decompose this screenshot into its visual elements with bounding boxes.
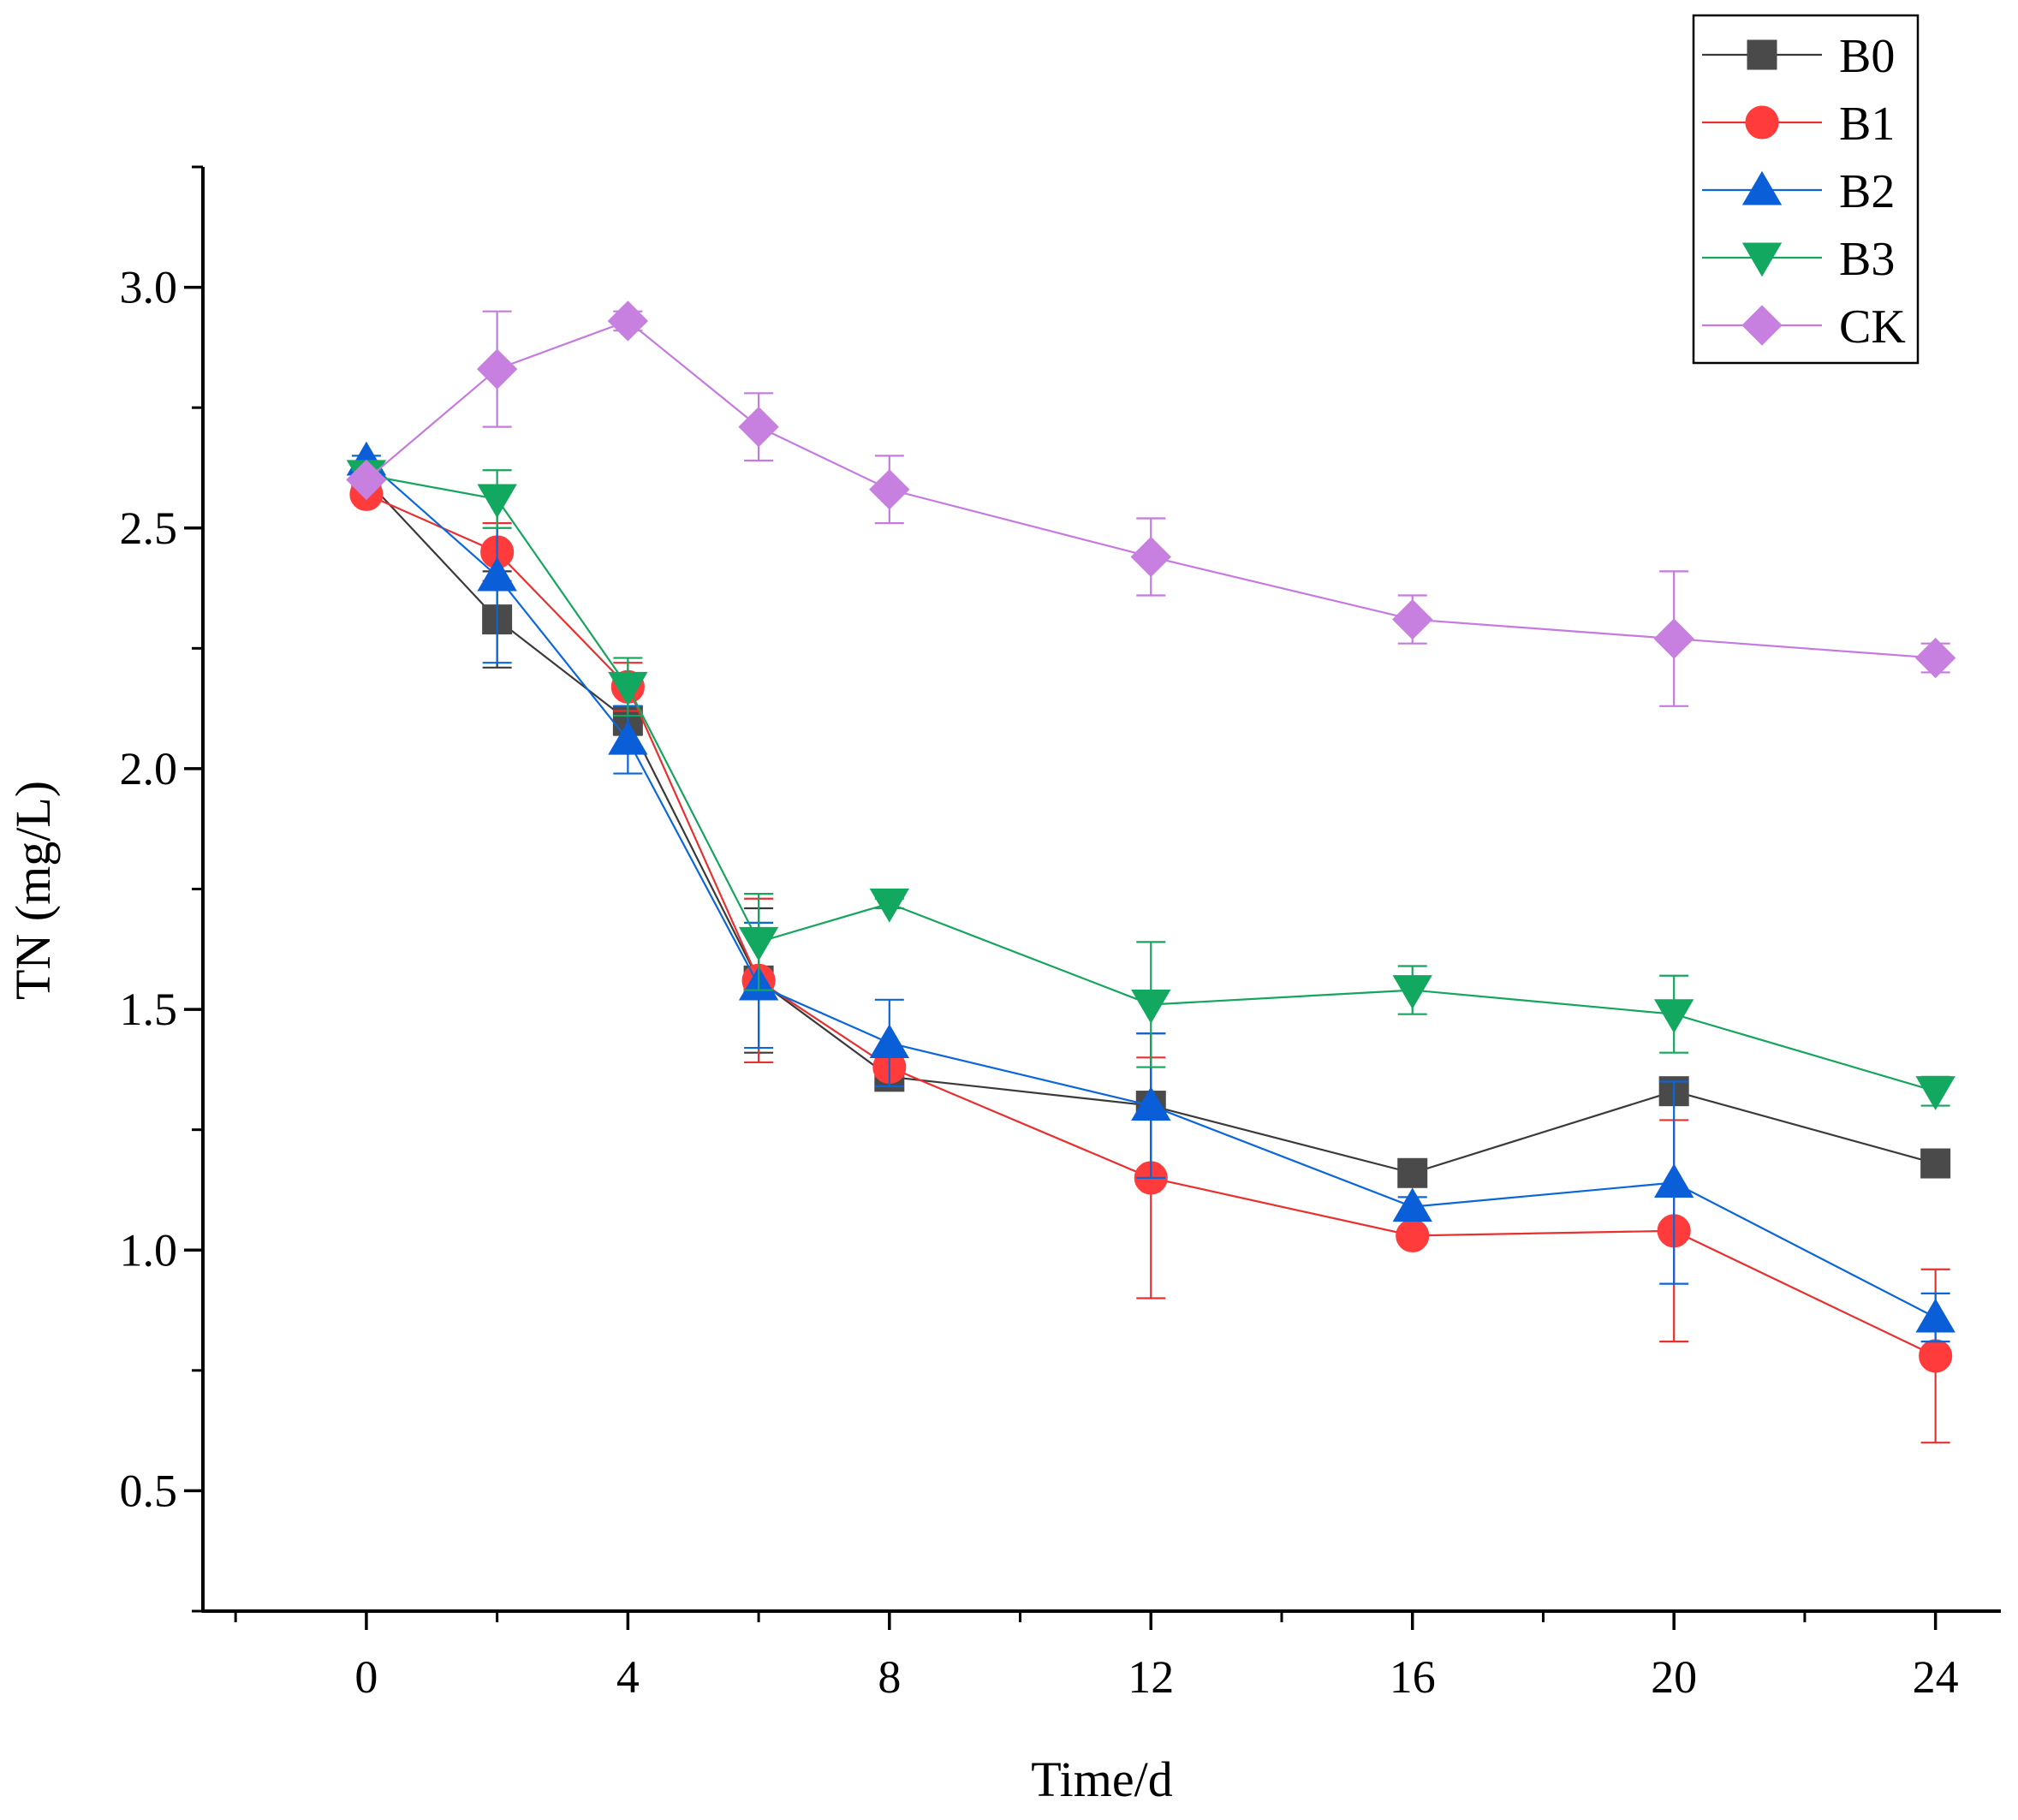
data-point [1131, 989, 1171, 1024]
legend-label: B3 [1839, 233, 1895, 286]
data-point [738, 926, 779, 961]
y-tick-label: 1.5 [120, 984, 178, 1035]
y-axis-title: TN (mg/L) [5, 781, 61, 1000]
x-tick-label: 24 [1913, 1651, 1959, 1703]
x-tick-label: 4 [616, 1651, 640, 1703]
legend-item-b1: B1 [1702, 98, 1895, 151]
legend-marker [1741, 242, 1783, 277]
x-axis-title: Time/d [1031, 1752, 1172, 1807]
legend-marker [1745, 105, 1779, 140]
legend-item-ck: CK [1702, 300, 1906, 354]
y-tick-label: 2.0 [120, 743, 178, 794]
legend-marker [1741, 305, 1783, 346]
data-point [1653, 999, 1694, 1033]
legend-item-b3: B3 [1702, 233, 1895, 286]
y-tick-label: 3.0 [120, 262, 178, 313]
legend-label: CK [1839, 300, 1906, 354]
legend-item-b2: B2 [1702, 165, 1895, 218]
x-tick-label: 0 [354, 1651, 378, 1703]
data-point [476, 348, 518, 390]
data-point [608, 671, 648, 706]
legend-label: B2 [1839, 165, 1895, 218]
data-point [346, 459, 387, 501]
y-tick-label: 0.5 [120, 1465, 178, 1516]
y-axis-ticks: 0.5 1.0 1.5 2.0 2.5 3.0 [120, 165, 203, 1613]
data-point [1919, 1339, 1953, 1373]
series-b2 [346, 441, 1955, 1343]
data-point [608, 720, 648, 755]
data-point [1130, 536, 1171, 578]
x-tick-label: 20 [1651, 1651, 1697, 1703]
y-tick-label: 1.0 [120, 1224, 178, 1276]
data-point [869, 469, 910, 510]
data-point [869, 1024, 910, 1058]
data-point [1392, 598, 1433, 640]
x-tick-label: 12 [1128, 1651, 1174, 1703]
data-point [1915, 1298, 1955, 1333]
data-point [607, 300, 649, 342]
series-line [366, 319, 1936, 659]
data-point [738, 407, 779, 448]
x-tick-label: 16 [1390, 1651, 1436, 1703]
data-point [1653, 618, 1694, 659]
y-tick-label: 2.5 [120, 503, 178, 554]
x-axis-ticks: 0 4 8 12 16 20 24 [234, 1611, 1959, 1703]
series-ck [346, 300, 1956, 707]
legend-marker [1747, 39, 1777, 70]
legend-marker [1741, 170, 1783, 205]
data-point [1392, 1187, 1432, 1222]
data-point [477, 484, 517, 519]
data-point [1915, 1076, 1955, 1110]
data-point [1392, 975, 1432, 1009]
data-point [477, 556, 517, 592]
legend-label: B1 [1839, 98, 1895, 151]
data-point [869, 888, 910, 923]
data-point [1397, 1157, 1428, 1188]
legend-label: B0 [1839, 30, 1895, 83]
data-point [1914, 637, 1956, 679]
data-point [1920, 1148, 1951, 1179]
data-point [1653, 1163, 1694, 1198]
data-point [1396, 1218, 1430, 1252]
legend: B0 B1 B2 B3 CK [1692, 14, 1920, 365]
x-tick-label: 8 [878, 1651, 901, 1703]
series-layer [346, 300, 1956, 1444]
axes [201, 167, 2001, 1613]
legend-item-b0: B0 [1702, 30, 1895, 83]
data-point [1131, 1086, 1171, 1121]
